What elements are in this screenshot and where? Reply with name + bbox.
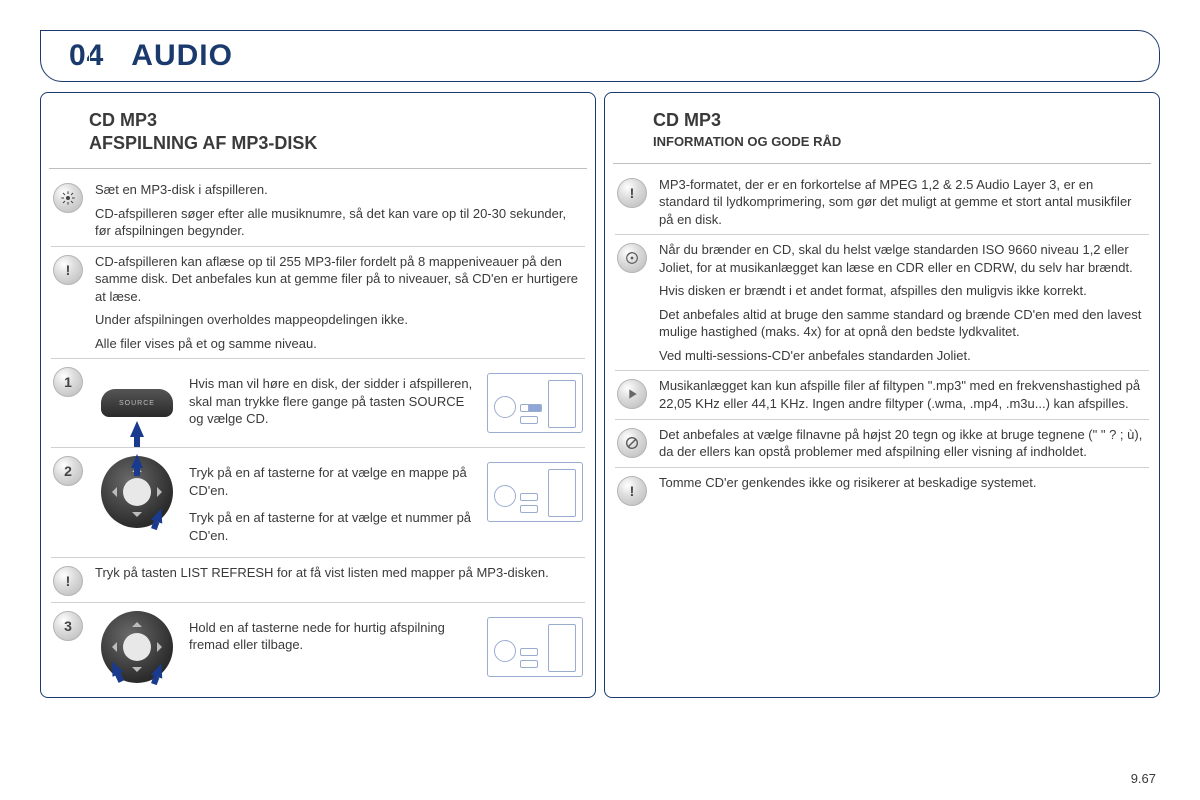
info-block: ! CD-afspilleren kan aflæse op til 255 M…	[51, 246, 585, 359]
paragraph: Under afspilningen overholdes mappeopdel…	[95, 311, 583, 329]
disc-icon	[617, 243, 647, 273]
play-icon	[617, 379, 647, 409]
paragraph: Når du brænder en CD, skal du helst vælg…	[659, 241, 1147, 276]
chapter-banner: 04 AUDIO	[40, 30, 1160, 82]
chapter-number-text: 04	[69, 39, 104, 72]
info-text: Det anbefales at vælge filnavne på højst…	[659, 426, 1147, 461]
info-block: ! Tryk på tasten LIST REFRESH for at få …	[51, 557, 585, 602]
left-blocks: Sæt en MP3-disk i afspilleren. CD-afspil…	[41, 169, 595, 697]
device-diagram	[487, 462, 583, 522]
info-icon: !	[617, 476, 647, 506]
info-block: ! MP3-formatet, der er en forkortelse af…	[615, 170, 1149, 235]
info-text: CD-afspilleren kan aflæse op til 255 MP3…	[95, 253, 583, 353]
info-text: MP3-formatet, der er en forkortelse af M…	[659, 176, 1147, 229]
step-text: Hold en af tasterne nede for hurtig afsp…	[189, 615, 477, 654]
step-block: 2 Tryk på en af tasterne for at vælge en…	[51, 447, 585, 556]
step-block: 1 SOURCE Hvis man vil høre en disk, der …	[51, 358, 585, 447]
device-diagram	[487, 373, 583, 433]
forbid-icon	[617, 428, 647, 458]
crosspad-icon	[95, 460, 179, 524]
step-number-3: 3	[53, 611, 83, 641]
device-diagram	[487, 617, 583, 677]
paragraph: Tryk på en af tasterne for at vælge en m…	[189, 464, 477, 499]
right-title: CD MP3	[653, 109, 1135, 132]
info-icon: !	[53, 566, 83, 596]
info-text: Tryk på tasten LIST REFRESH for at få vi…	[95, 564, 583, 582]
step-text: Tryk på en af tasterne for at vælge en m…	[189, 460, 477, 544]
paragraph: Ved multi-sessions-CD'er anbefales stand…	[659, 347, 1147, 365]
paragraph: Sæt en MP3-disk i afspilleren.	[95, 181, 583, 199]
paragraph: Hvis disken er brændt i et andet format,…	[659, 282, 1147, 300]
page-number: 9.67	[1131, 771, 1156, 786]
info-icon: !	[617, 178, 647, 208]
right-column: CD MP3 INFORMATION OG GODE RÅD ! MP3-for…	[604, 92, 1160, 698]
paragraph: CD-afspilleren kan aflæse op til 255 MP3…	[95, 253, 583, 306]
content-columns: CD MP3 AFSPILNING AF MP3-DISK	[40, 92, 1160, 698]
paragraph: Hvis man vil høre en disk, der sidder i …	[189, 375, 477, 428]
step-block: 3 Hold en af tasterne nede for hurtig af…	[51, 602, 585, 691]
step-text: Hvis man vil høre en disk, der sidder i …	[189, 371, 477, 428]
paragraph: Alle filer vises på et og samme niveau.	[95, 335, 583, 353]
paragraph: Tomme CD'er genkendes ikke og risikerer …	[659, 474, 1147, 492]
info-text: Sæt en MP3-disk i afspilleren. CD-afspil…	[95, 181, 583, 240]
left-title-line1: CD MP3	[89, 110, 157, 130]
source-button-icon: SOURCE	[95, 371, 179, 435]
paragraph: Tryk på en af tasterne for at vælge et n…	[189, 509, 477, 544]
info-block: Når du brænder en CD, skal du helst vælg…	[615, 234, 1149, 370]
paragraph: MP3-formatet, der er en forkortelse af M…	[659, 176, 1147, 229]
paragraph: CD-afspilleren søger efter alle musiknum…	[95, 205, 583, 240]
right-blocks: ! MP3-formatet, der er en forkortelse af…	[605, 164, 1159, 518]
crosspad-icon	[95, 615, 179, 679]
paragraph: Tryk på tasten LIST REFRESH for at få vi…	[95, 564, 583, 582]
info-text: Når du brænder en CD, skal du helst vælg…	[659, 241, 1147, 364]
right-subtitle: INFORMATION OG GODE RÅD	[653, 134, 1135, 149]
left-column: CD MP3 AFSPILNING AF MP3-DISK	[40, 92, 596, 698]
info-block: Musikanlægget kan kun afspille filer af …	[615, 370, 1149, 418]
chapter-title: AUDIO	[131, 39, 233, 72]
paragraph: Musikanlægget kan kun afspille filer af …	[659, 377, 1147, 412]
step-number-2: 2	[53, 456, 83, 486]
step-number-1: 1	[53, 367, 83, 397]
info-icon: !	[53, 255, 83, 285]
info-block: Det anbefales at vælge filnavne på højst…	[615, 419, 1149, 467]
right-column-header: CD MP3 INFORMATION OG GODE RÅD	[605, 93, 1159, 159]
tip-icon	[53, 183, 83, 213]
paragraph: Hold en af tasterne nede for hurtig afsp…	[189, 619, 477, 654]
chapter-number: 04 AUDIO	[69, 39, 233, 72]
left-column-header: CD MP3 AFSPILNING AF MP3-DISK	[41, 93, 595, 164]
info-text: Musikanlægget kan kun afspille filer af …	[659, 377, 1147, 412]
info-block: ! Tomme CD'er genkendes ikke og risikere…	[615, 467, 1149, 512]
paragraph: Det anbefales altid at bruge den samme s…	[659, 306, 1147, 341]
paragraph: Det anbefales at vælge filnavne på højst…	[659, 426, 1147, 461]
info-text: Tomme CD'er genkendes ikke og risikerer …	[659, 474, 1147, 492]
left-title-line2: AFSPILNING AF MP3-DISK	[89, 133, 317, 153]
info-block: Sæt en MP3-disk i afspilleren. CD-afspil…	[51, 175, 585, 246]
